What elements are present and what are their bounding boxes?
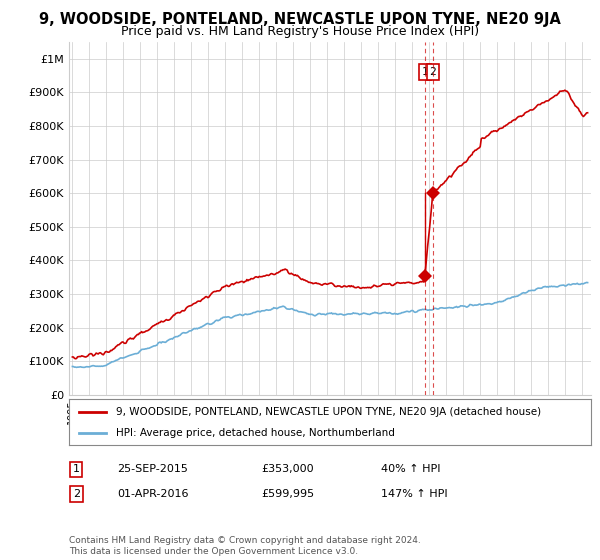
Text: Contains HM Land Registry data © Crown copyright and database right 2024.
This d: Contains HM Land Registry data © Crown c… xyxy=(69,536,421,556)
Text: 2: 2 xyxy=(73,489,80,499)
Text: 2: 2 xyxy=(430,67,436,77)
Text: 147% ↑ HPI: 147% ↑ HPI xyxy=(381,489,448,499)
Text: £599,995: £599,995 xyxy=(261,489,314,499)
Text: 25-SEP-2015: 25-SEP-2015 xyxy=(117,464,188,474)
Text: 1: 1 xyxy=(73,464,80,474)
Text: 9, WOODSIDE, PONTELAND, NEWCASTLE UPON TYNE, NE20 9JA (detached house): 9, WOODSIDE, PONTELAND, NEWCASTLE UPON T… xyxy=(116,407,541,417)
Text: 01-APR-2016: 01-APR-2016 xyxy=(117,489,188,499)
Text: 9, WOODSIDE, PONTELAND, NEWCASTLE UPON TYNE, NE20 9JA: 9, WOODSIDE, PONTELAND, NEWCASTLE UPON T… xyxy=(39,12,561,27)
Text: 1: 1 xyxy=(422,67,428,77)
Text: Price paid vs. HM Land Registry's House Price Index (HPI): Price paid vs. HM Land Registry's House … xyxy=(121,25,479,38)
Text: HPI: Average price, detached house, Northumberland: HPI: Average price, detached house, Nort… xyxy=(116,428,395,438)
Text: 40% ↑ HPI: 40% ↑ HPI xyxy=(381,464,440,474)
Text: £353,000: £353,000 xyxy=(261,464,314,474)
